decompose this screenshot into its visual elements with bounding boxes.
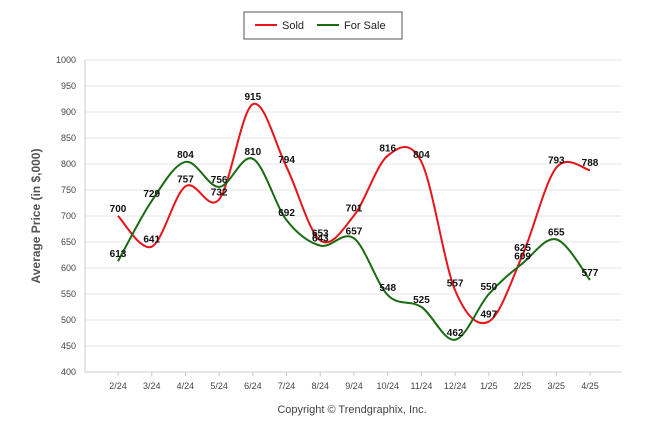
data-label: 794 xyxy=(278,155,295,166)
data-label: 641 xyxy=(143,235,160,246)
y-tick-label: 900 xyxy=(61,107,76,117)
y-axis-label: Average Price (in $,000) xyxy=(29,149,43,284)
data-label: 729 xyxy=(143,189,160,200)
data-label: 497 xyxy=(481,310,498,321)
y-tick-label: 950 xyxy=(61,81,76,91)
data-label: 793 xyxy=(548,156,565,167)
x-tick-label: 3/25 xyxy=(548,381,566,391)
y-tick-label: 400 xyxy=(61,367,76,377)
x-tick-label: 5/24 xyxy=(210,381,228,391)
data-label: 915 xyxy=(245,92,262,103)
data-label: 548 xyxy=(379,283,396,294)
x-tick-label: 11/24 xyxy=(410,381,432,391)
y-tick-label: 750 xyxy=(61,185,76,195)
data-labels: 700 641 757 732 915 794 653 701 816 804 557 497 625 7… xyxy=(110,92,599,339)
x-tick-label: 2/25 xyxy=(514,381,532,391)
x-tick-label: 1/25 xyxy=(480,381,498,391)
data-label: 804 xyxy=(177,150,194,161)
y-tick-label: 600 xyxy=(61,263,76,273)
data-label: 609 xyxy=(514,251,531,262)
copyright-footer: Copyright © Trendgraphix, Inc. xyxy=(277,404,426,416)
data-label: 643 xyxy=(312,234,329,245)
data-label: 788 xyxy=(582,158,599,169)
series-line-1 xyxy=(117,157,591,341)
y-axis-ticks: 400 450 500 550 600 650 700 750 800 850 900 950 1000 xyxy=(56,55,76,377)
data-label: 757 xyxy=(177,174,194,185)
data-label: 525 xyxy=(413,295,430,306)
data-label: 550 xyxy=(481,282,498,293)
x-tick-label: 4/25 xyxy=(581,381,599,391)
data-label: 653 xyxy=(312,228,329,239)
x-tick-label: 10/24 xyxy=(376,381,399,391)
y-tick-label: 450 xyxy=(61,341,76,351)
data-label: 577 xyxy=(582,268,599,279)
data-label: 657 xyxy=(346,226,363,237)
y-tick-label: 850 xyxy=(61,133,76,143)
x-tick-label: 4/24 xyxy=(177,381,195,391)
series-lines xyxy=(117,103,591,341)
legend: Sold For Sale xyxy=(243,11,403,40)
legend-for-sale-label: For Sale xyxy=(344,20,386,32)
y-tick-label: 500 xyxy=(61,315,76,325)
y-tick-label: 1000 xyxy=(56,55,76,65)
x-tick-label: 6/24 xyxy=(244,381,262,391)
data-label: 655 xyxy=(548,227,565,238)
y-tick-label: 550 xyxy=(61,289,76,299)
x-tick-label: 9/24 xyxy=(345,381,363,391)
x-tick-label: 8/24 xyxy=(312,381,330,391)
y-tick-label: 700 xyxy=(61,211,76,221)
data-label: 701 xyxy=(346,203,363,214)
x-tick-label: 2/24 xyxy=(109,381,127,391)
data-label: 613 xyxy=(110,249,127,260)
data-label: 692 xyxy=(278,208,295,219)
x-tick-label: 12/24 xyxy=(444,381,467,391)
chart-grid xyxy=(84,59,622,373)
x-tick-label: 7/24 xyxy=(278,381,296,391)
data-label: 732 xyxy=(211,187,228,198)
data-label: 625 xyxy=(514,243,531,254)
y-tick-label: 650 xyxy=(61,237,76,247)
y-tick-label: 800 xyxy=(61,159,76,169)
data-label: 816 xyxy=(379,144,396,155)
x-axis-ticks: 2/24 3/24 4/24 5/24 6/24 7/24 8/24 9/24 10/24 11/… xyxy=(109,372,599,391)
data-label: 804 xyxy=(413,150,430,161)
data-label: 462 xyxy=(447,328,464,339)
series-line-0 xyxy=(117,103,591,325)
data-label: 557 xyxy=(447,278,464,289)
data-label: 756 xyxy=(211,175,228,186)
data-label: 700 xyxy=(110,204,127,215)
x-tick-label: 3/24 xyxy=(143,381,161,391)
legend-sold-label: Sold xyxy=(282,20,304,32)
data-label: 810 xyxy=(245,147,262,158)
